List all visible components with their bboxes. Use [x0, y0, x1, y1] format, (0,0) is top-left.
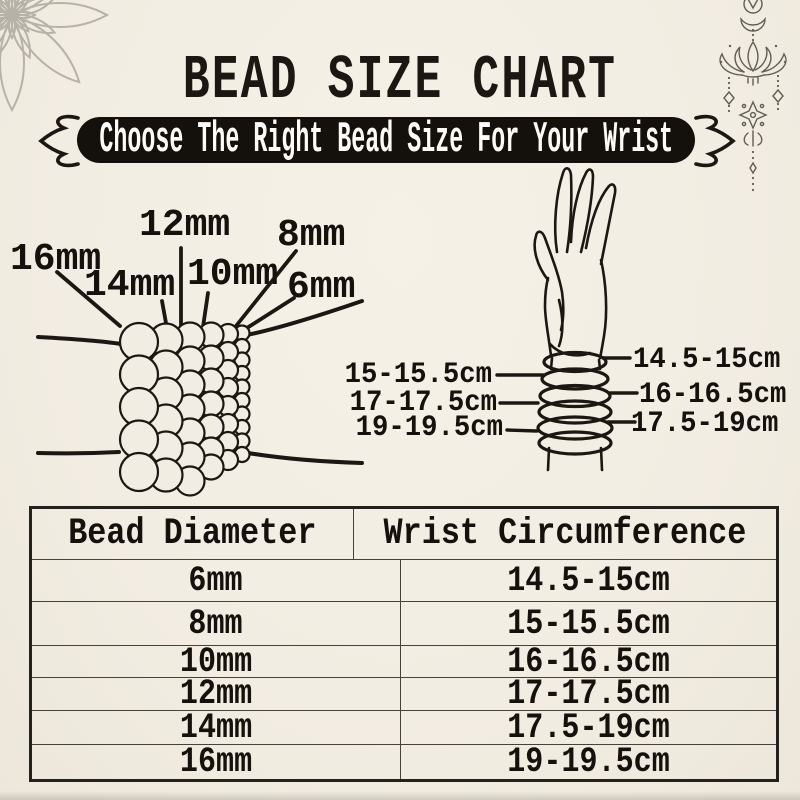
table-row: 6mm 14.5-15cm: [32, 559, 776, 601]
banner-pill: Choose The Right Bead Size For Your Wris…: [77, 117, 695, 163]
wrist-label-16-16.5: 16-16.5cm: [639, 378, 787, 412]
bead-size-label-16mm: 16mm: [10, 238, 102, 281]
bead-size-label-10mm: 10mm: [187, 253, 279, 296]
lotus-ornament-icon: [719, 0, 787, 192]
bead-size-label-12mm: 12mm: [139, 204, 231, 247]
wrist-label-15-15.5: 15-15.5cm: [344, 358, 492, 392]
header-wrist-circumference: Wrist Circumference: [383, 513, 747, 555]
bead-size-label-14mm: 14mm: [84, 264, 176, 307]
wrist-label-17.5-19: 17.5-19cm: [631, 407, 779, 441]
bottom-shadow: [0, 791, 800, 800]
wrist-label-19-19.5: 19-19.5cm: [355, 411, 503, 445]
header-bead-diameter: Bead Diameter: [32, 509, 355, 559]
table-row: 16mm 19-19.5cm: [32, 742, 776, 782]
table-row: 8mm 15-15.5cm: [32, 601, 776, 645]
page-title: BEAD SIZE CHART: [182, 45, 618, 116]
mandala-flower-icon: [0, 0, 110, 113]
wrist-label-14.5-15: 14.5-15cm: [633, 343, 781, 377]
beads-16mm: [118, 321, 160, 493]
flourish-bracket-left-icon: [38, 114, 80, 168]
wrist-bracelets: [536, 350, 614, 456]
table-row: 12mm 17-17.5cm: [32, 674, 776, 714]
bead-size-label-6mm: 6mm: [287, 266, 356, 309]
table-header-row: Bead Diameter Wrist Circumference: [32, 509, 776, 559]
beads-12mm: [174, 321, 206, 497]
table-row: 14mm 17.5-19cm: [32, 708, 776, 748]
wrist-label-17-17.5: 17-17.5cm: [349, 386, 497, 420]
size-table: Bead Diameter Wrist Circumference 6mm 14…: [29, 506, 779, 782]
banner-text: Choose The Right Bead Size For Your Wris…: [99, 115, 673, 165]
hand-illustration: [495, 167, 639, 472]
table-row: 10mm 16-16.5cm: [32, 642, 776, 682]
bracelet-stack-illustration: [36, 246, 364, 497]
bead-size-label-8mm: 8mm: [277, 214, 346, 257]
flourish-bracket-right-icon: [694, 114, 736, 168]
